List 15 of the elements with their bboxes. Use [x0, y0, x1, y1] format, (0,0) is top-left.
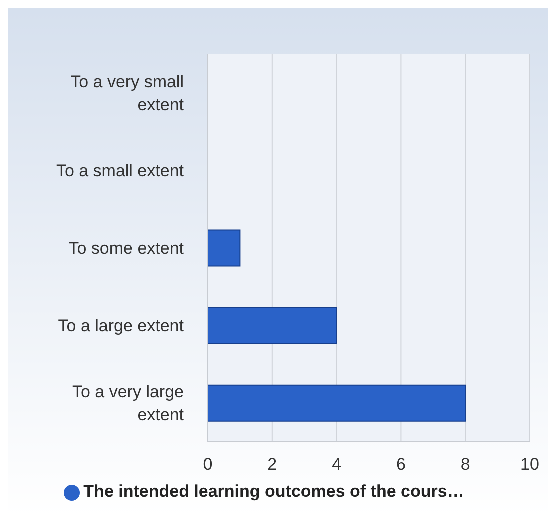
- bar: [208, 384, 466, 422]
- x-tick-label: 8: [460, 455, 470, 474]
- x-tick-label: 10: [520, 455, 540, 474]
- y-tick-label: To some extent: [68, 238, 184, 258]
- x-tick-label: 2: [268, 455, 278, 474]
- bar: [208, 307, 338, 344]
- x-tick-label: 6: [396, 455, 406, 474]
- legend-label: The intended learning outcomes of the cours…: [84, 482, 464, 501]
- y-tick-label: To a large extent: [58, 316, 184, 336]
- x-tick-label: 0: [203, 455, 213, 474]
- bar: [208, 230, 241, 267]
- y-tick-label: To a small extent: [56, 160, 184, 180]
- y-tick-label: To a very large extent: [72, 382, 184, 424]
- x-tick-label: 4: [332, 455, 342, 474]
- y-tick-label: To a very small extent: [70, 72, 184, 114]
